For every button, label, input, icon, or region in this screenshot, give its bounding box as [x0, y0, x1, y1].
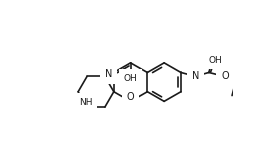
Text: O: O	[127, 92, 134, 102]
Text: NH: NH	[79, 98, 92, 107]
Text: OH: OH	[124, 74, 138, 83]
Text: O: O	[221, 71, 229, 81]
Text: OH: OH	[209, 56, 223, 65]
Text: N: N	[192, 71, 199, 81]
Text: N: N	[105, 69, 112, 79]
